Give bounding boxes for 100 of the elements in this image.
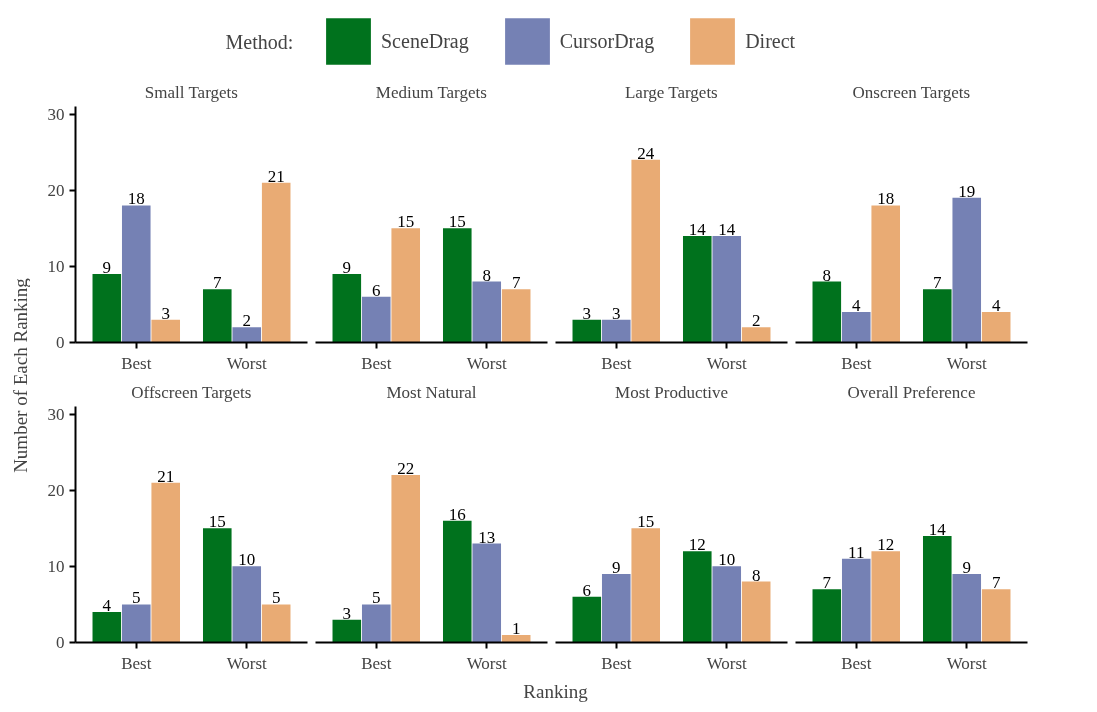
bar xyxy=(741,581,771,643)
x-tick-label: Worst xyxy=(226,653,268,673)
x-tick-label: Best xyxy=(601,353,632,373)
chart-title: Most Productive xyxy=(615,382,728,402)
bar xyxy=(391,228,421,343)
data-label: 8 xyxy=(482,265,491,285)
bar xyxy=(741,327,771,343)
y-tick-label: 20 xyxy=(47,480,65,500)
data-label: 6 xyxy=(372,280,381,300)
y-tick-label: 10 xyxy=(47,256,65,276)
y-tick-label: 30 xyxy=(47,404,65,424)
bar xyxy=(442,228,472,343)
bar xyxy=(812,281,842,343)
data-label: 12 xyxy=(877,535,895,555)
data-label: 14 xyxy=(718,219,736,239)
data-label: 4 xyxy=(102,596,112,616)
bar xyxy=(121,604,151,643)
y-tick-label: 0 xyxy=(56,333,65,352)
data-label: 19 xyxy=(958,181,976,201)
data-label: 7 xyxy=(933,273,943,293)
bar xyxy=(472,543,502,643)
data-label: 3 xyxy=(612,303,621,323)
bar xyxy=(922,535,952,643)
data-label: 10 xyxy=(718,550,736,570)
data-label: 12 xyxy=(688,535,706,555)
data-label: 11 xyxy=(848,542,865,562)
data-label: 24 xyxy=(637,143,655,163)
bar xyxy=(812,589,842,643)
chart-title: Large Targets xyxy=(624,82,718,102)
data-label: 5 xyxy=(132,588,141,608)
data-label: 18 xyxy=(127,189,145,209)
chart-title: Medium Targets xyxy=(375,82,487,102)
data-label: 3 xyxy=(161,303,170,323)
x-axis-title: Ranking xyxy=(523,681,589,702)
data-label: 3 xyxy=(582,303,592,323)
bar xyxy=(601,573,631,643)
data-label: 14 xyxy=(688,219,707,239)
data-label: 9 xyxy=(102,257,112,277)
legend-label: CursorDrag xyxy=(559,29,655,53)
bar xyxy=(981,312,1011,343)
data-label: 15 xyxy=(448,212,466,232)
data-label: 7 xyxy=(511,273,521,293)
chart-title: Onscreen Targets xyxy=(852,82,971,102)
bar xyxy=(631,528,661,643)
x-tick-label: Best xyxy=(841,653,872,673)
bar xyxy=(151,482,181,643)
x-tick-label: Worst xyxy=(706,653,748,673)
legend-label: Direct xyxy=(745,29,796,53)
bar xyxy=(871,205,901,343)
x-tick-label: Best xyxy=(121,653,152,673)
y-tick-label: 10 xyxy=(47,556,65,576)
bar xyxy=(92,273,122,343)
data-label: 2 xyxy=(242,311,251,331)
x-tick-label: Worst xyxy=(706,353,748,373)
bar xyxy=(261,182,291,343)
bar xyxy=(712,566,742,643)
data-label: 1 xyxy=(511,618,521,638)
data-label: 22 xyxy=(397,459,415,479)
x-tick-label: Worst xyxy=(226,353,268,373)
chart-title: Offscreen Targets xyxy=(131,382,252,402)
y-tick-label: 0 xyxy=(56,633,65,652)
bar xyxy=(631,159,661,343)
bar xyxy=(922,289,952,343)
x-tick-label: Worst xyxy=(946,653,988,673)
x-tick-label: Worst xyxy=(466,353,508,373)
bar xyxy=(361,296,391,343)
data-label: 15 xyxy=(208,512,226,532)
bar xyxy=(572,596,602,643)
data-label: 18 xyxy=(877,189,895,209)
x-tick-label: Best xyxy=(121,353,152,373)
chart-title: Most Natural xyxy=(386,382,477,402)
x-tick-label: Worst xyxy=(466,653,508,673)
bar xyxy=(442,520,472,643)
data-label: 15 xyxy=(637,512,655,532)
data-label: 14 xyxy=(928,519,947,539)
bar xyxy=(472,281,502,343)
data-label: 9 xyxy=(612,557,621,577)
chart-title: Overall Preference xyxy=(847,382,976,402)
data-label: 16 xyxy=(448,504,466,524)
data-label: 5 xyxy=(271,588,281,608)
y-tick-label: 20 xyxy=(47,180,65,200)
data-label: 9 xyxy=(342,257,352,277)
legend-label: SceneDrag xyxy=(381,29,469,53)
bar xyxy=(871,551,901,643)
data-label: 5 xyxy=(372,588,381,608)
data-label: 7 xyxy=(213,273,223,293)
bar xyxy=(391,475,421,643)
bar xyxy=(841,558,871,643)
bar xyxy=(952,573,982,643)
bar xyxy=(501,289,531,343)
x-tick-label: Worst xyxy=(946,353,988,373)
data-label: 7 xyxy=(991,573,1001,593)
bar xyxy=(202,289,232,343)
bar xyxy=(202,528,232,643)
bar xyxy=(682,235,712,343)
x-tick-label: Best xyxy=(841,353,872,373)
data-label: 8 xyxy=(822,265,832,285)
data-label: 4 xyxy=(852,296,862,316)
bar xyxy=(841,312,871,343)
legend-title: Method: xyxy=(225,30,294,53)
